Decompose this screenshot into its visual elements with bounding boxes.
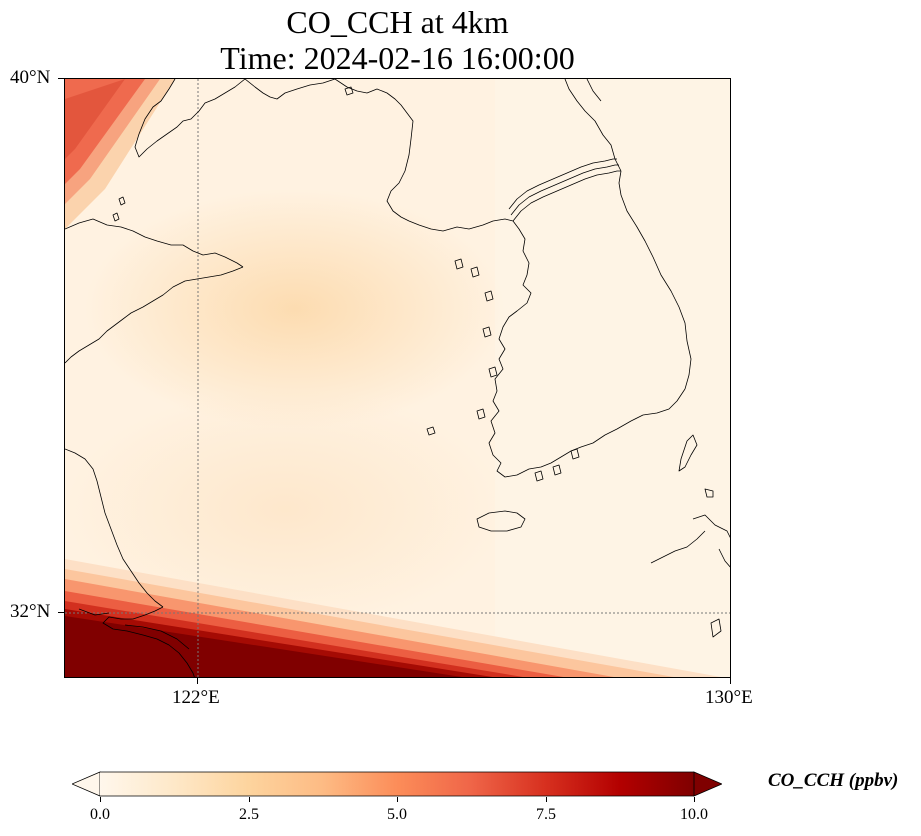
- colorbar-tick-7-5: 7.5: [536, 806, 556, 823]
- xtick-mark-130e: [730, 678, 731, 684]
- ytick-mark-32n: [58, 612, 64, 613]
- map-title: CO_CCH at 4km: [286, 4, 509, 40]
- xtick-label-130e: 130°E: [705, 687, 753, 708]
- colorbar-tick-10: 10.0: [680, 806, 708, 823]
- concentration-plume-northwest: [65, 79, 175, 229]
- xtick-mark-122e: [197, 678, 198, 684]
- colorbar-label: CO_CCH (ppbv): [768, 770, 899, 791]
- coastlines: [65, 79, 730, 677]
- colorbar-tick-2-5: 2.5: [239, 806, 259, 823]
- concentration-plume-south: [65, 559, 721, 677]
- xtick-label-122e: 122°E: [172, 687, 220, 708]
- colorbar-tick-5: 5.0: [387, 806, 407, 823]
- colorbar-tick-mark-1: [249, 797, 250, 802]
- colorbar-tick-mark-4: [694, 797, 695, 802]
- map-panel: [64, 78, 731, 678]
- colorbar-tick-mark-0: [100, 797, 101, 802]
- map-time-subtitle: Time: 2024-02-16 16:00:00: [220, 40, 575, 76]
- colorbar: [70, 771, 724, 797]
- colorbar-tick-mark-2: [397, 797, 398, 802]
- colorbar-tick-mark-3: [546, 797, 547, 802]
- colorbar-tick-0: 0.0: [90, 806, 110, 823]
- jeju-island: [476, 510, 526, 532]
- ytick-label-40n: 40°N: [10, 67, 51, 88]
- ytick-label-32n: 32°N: [10, 601, 51, 622]
- colorbar-gradient: [100, 772, 694, 796]
- ytick-mark-40n: [58, 78, 64, 79]
- colorbar-extend-min: [70, 771, 101, 797]
- colorbar-extend-max: [693, 771, 724, 797]
